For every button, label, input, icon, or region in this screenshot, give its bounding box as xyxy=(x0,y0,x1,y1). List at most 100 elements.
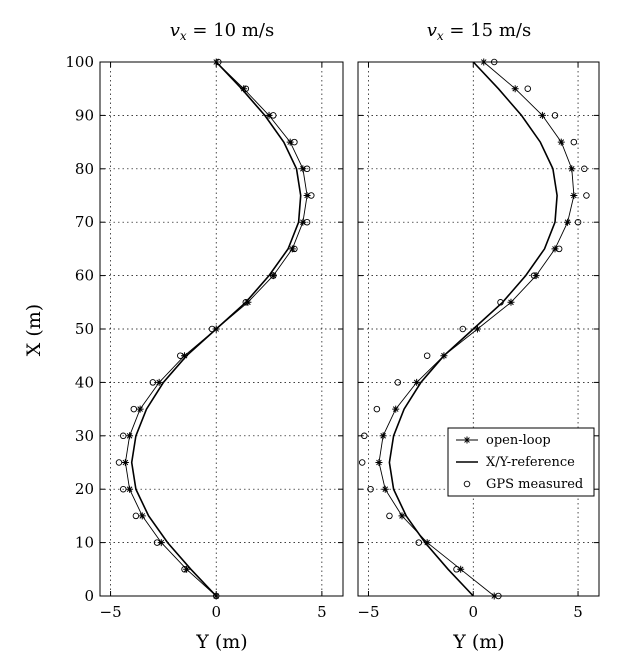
data-point xyxy=(457,565,465,573)
data-point xyxy=(242,85,250,92)
data-point xyxy=(480,58,488,66)
data-point xyxy=(394,379,402,386)
series-open-loop xyxy=(375,58,578,600)
data-point xyxy=(215,58,222,66)
title-var: v xyxy=(170,20,180,41)
x-tick-label: −5 xyxy=(357,603,379,621)
panel-vx-10: vx = 10 m/s Y (m) X (m) 0102030405060708… xyxy=(23,20,344,653)
data-point xyxy=(459,325,467,333)
legend-marker xyxy=(463,480,471,488)
data-point xyxy=(570,138,578,146)
data-point xyxy=(497,299,504,306)
data-point xyxy=(126,432,134,440)
data-point xyxy=(379,432,387,440)
data-point xyxy=(375,459,383,466)
data-point xyxy=(574,218,582,226)
data-point xyxy=(136,405,144,413)
data-point xyxy=(415,539,423,546)
data-point xyxy=(532,272,540,280)
data-point xyxy=(181,352,189,360)
panel-title: vx = 15 m/s xyxy=(427,20,531,43)
data-point xyxy=(583,192,590,199)
data-point xyxy=(423,539,431,547)
y-axis-label: X (m) xyxy=(23,304,45,356)
legend-label: X/Y-reference xyxy=(486,455,575,470)
data-point xyxy=(557,138,565,146)
data-point xyxy=(157,539,165,547)
data-point xyxy=(367,485,374,493)
x-axis-label: Y (m) xyxy=(195,631,247,653)
data-point xyxy=(570,192,578,199)
title-var: v xyxy=(427,20,437,41)
data-point xyxy=(286,138,294,146)
x-tick-label: 5 xyxy=(573,603,583,621)
data-point xyxy=(208,325,216,333)
data-point xyxy=(269,272,277,280)
data-point xyxy=(358,459,366,466)
data-point xyxy=(212,592,220,600)
data-point xyxy=(381,485,389,493)
data-point xyxy=(453,566,460,573)
data-point xyxy=(524,85,531,92)
legend-label: open-loop xyxy=(486,433,551,448)
data-point xyxy=(551,112,559,119)
grid xyxy=(100,61,343,597)
series-x-y-reference xyxy=(388,61,558,597)
title-sub: x xyxy=(180,29,187,43)
panel-vx-15: vx = 15 m/s Y (m) −5 0 5 open-loop X/Y-refer… xyxy=(357,20,600,653)
data-point xyxy=(149,379,157,386)
data-point xyxy=(299,218,307,226)
data-point xyxy=(495,592,502,600)
data-point xyxy=(121,459,129,466)
data-point xyxy=(240,85,248,93)
data-point xyxy=(130,405,138,413)
data-point xyxy=(564,218,572,226)
data-point xyxy=(270,272,277,279)
data-point xyxy=(265,111,273,119)
data-point xyxy=(473,325,481,333)
title-sub: x xyxy=(437,29,444,43)
data-point xyxy=(530,272,538,279)
data-point xyxy=(119,485,127,493)
data-point xyxy=(299,165,307,173)
data-point xyxy=(386,512,393,520)
data-point xyxy=(511,85,519,93)
data-point xyxy=(155,378,163,386)
data-point xyxy=(507,298,515,306)
data-point xyxy=(126,485,134,493)
data-point xyxy=(490,592,498,600)
x-tick-label: 5 xyxy=(317,603,327,621)
y-tick-label: 10 xyxy=(75,534,94,552)
data-point xyxy=(183,565,191,573)
title-rest: = 10 m/s xyxy=(187,20,275,41)
series-gps-measured xyxy=(358,58,590,600)
series-open-loop xyxy=(121,58,311,600)
data-point xyxy=(153,539,161,546)
data-point xyxy=(308,192,315,199)
y-tick-label: 100 xyxy=(65,53,94,71)
data-point xyxy=(392,405,400,413)
x-axis-label: Y (m) xyxy=(452,631,504,653)
data-point xyxy=(581,165,588,173)
data-point xyxy=(212,325,220,333)
data-point xyxy=(181,566,188,573)
data-point xyxy=(119,432,127,440)
data-point xyxy=(303,165,311,173)
y-tick-label: 20 xyxy=(75,480,94,498)
series-gps-measured xyxy=(115,58,315,600)
x-tick-label: −5 xyxy=(100,603,122,621)
data-point xyxy=(555,245,563,253)
legend: open-loop X/Y-reference GPS measured xyxy=(447,427,595,497)
data-point xyxy=(291,245,298,253)
data-point xyxy=(138,512,146,520)
data-point xyxy=(423,352,431,359)
y-tick-label: 60 xyxy=(75,267,94,285)
y-tick-label: 40 xyxy=(75,373,94,391)
data-point xyxy=(177,352,184,359)
data-point xyxy=(132,512,140,520)
series-line xyxy=(388,61,558,597)
x-tick-label: 0 xyxy=(468,603,478,621)
data-point xyxy=(212,592,220,600)
title-rest: = 15 m/s xyxy=(444,20,532,41)
y-tick-label: 0 xyxy=(84,587,94,605)
